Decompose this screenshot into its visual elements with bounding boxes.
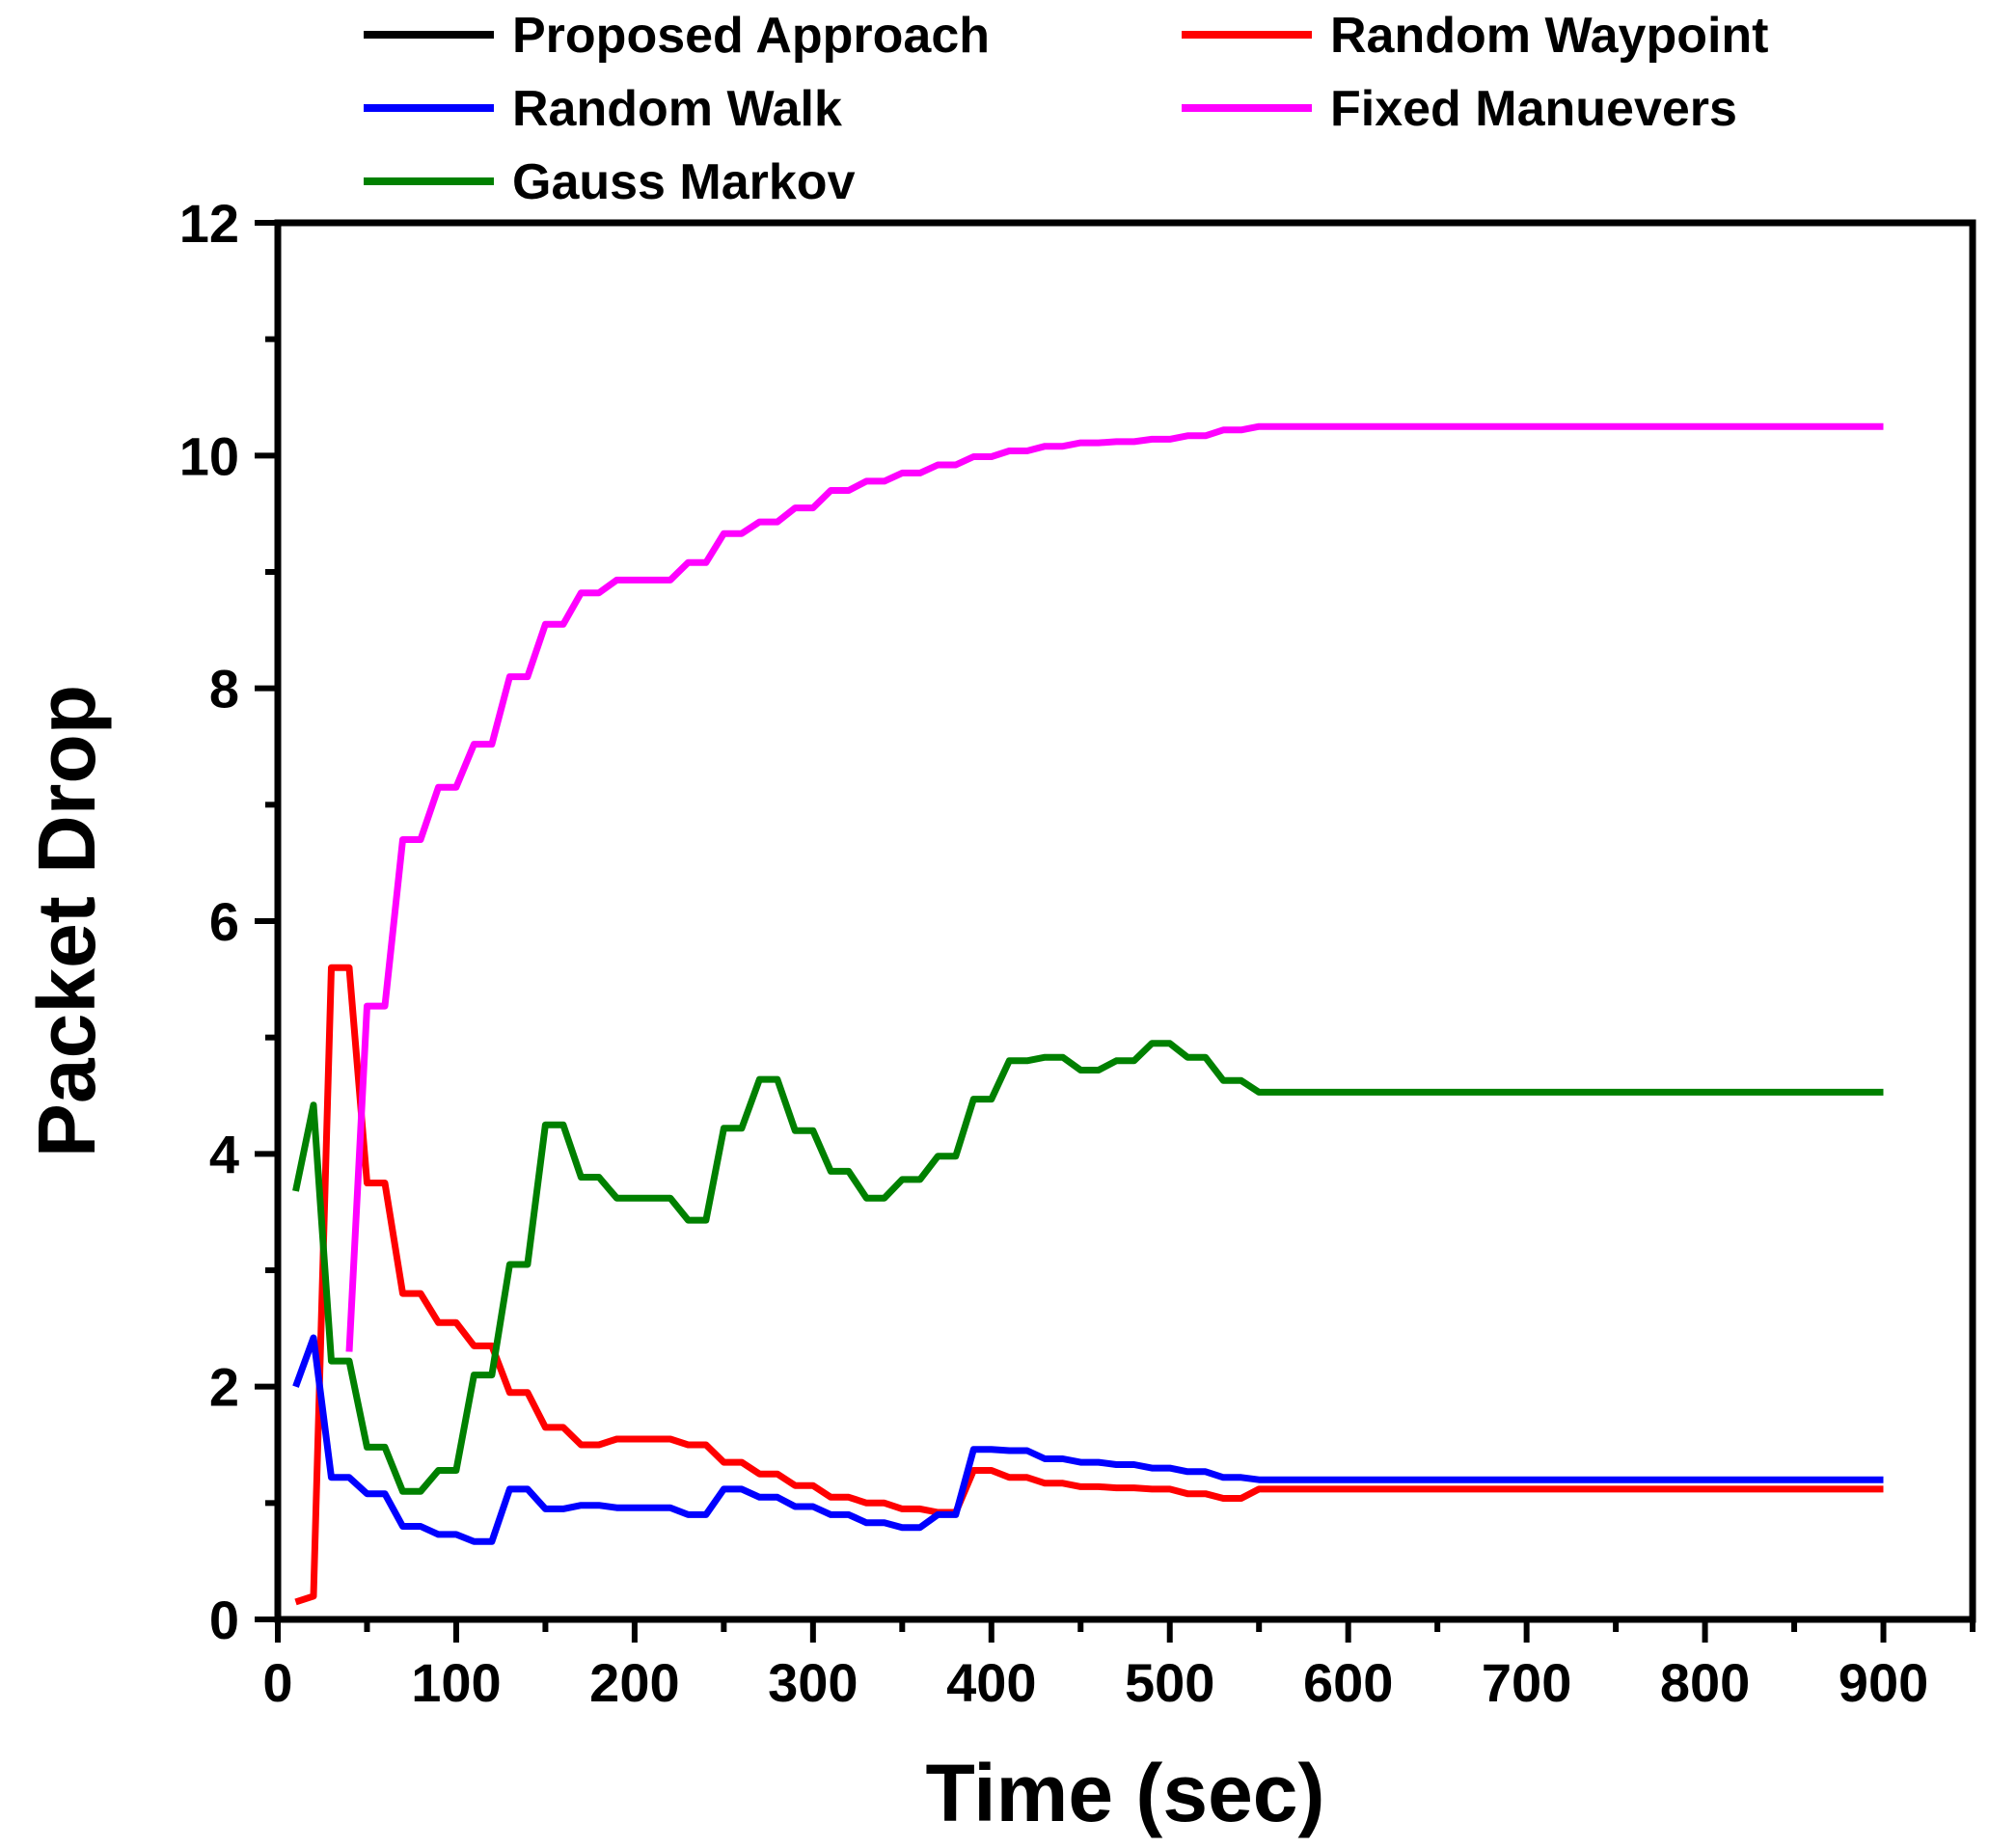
y-axis: 0 2 4 6 8 10 12 (179, 193, 278, 1650)
legend-item-proposed-approach: Proposed Approach (364, 8, 990, 64)
y-tick-label: 4 (209, 1124, 239, 1184)
legend-label: Gauss Markov (512, 154, 856, 210)
y-tick-label: 0 (209, 1590, 239, 1650)
x-tick-label: 600 (1303, 1652, 1393, 1713)
y-tick-label: 6 (209, 891, 239, 952)
x-tick-label: 900 (1839, 1652, 1928, 1713)
x-tick-label: 100 (411, 1652, 501, 1713)
x-tick-label: 0 (262, 1652, 292, 1713)
legend-item-random-walk: Random Walk (364, 81, 842, 137)
legend-item-fixed-manuevers: Fixed Manuevers (1182, 81, 1737, 137)
legend-item-random-waypoint: Random Waypoint (1182, 8, 1769, 64)
x-tick-label: 500 (1125, 1652, 1214, 1713)
x-tick-label: 800 (1660, 1652, 1750, 1713)
x-axis: 0 100 200 300 400 500 600 700 800 900 (262, 1619, 1975, 1713)
x-tick-label: 200 (589, 1652, 679, 1713)
y-axis-title: Packet Drop (21, 685, 112, 1157)
x-tick-label: 700 (1482, 1652, 1571, 1713)
plot-frame (274, 219, 1976, 1623)
legend-label: Fixed Manuevers (1330, 81, 1737, 137)
series-line-random-waypoint (294, 964, 1884, 1606)
y-tick-label: 8 (209, 659, 239, 720)
legend-label: Random Walk (512, 81, 842, 137)
legend-item-gauss-markov: Gauss Markov (364, 154, 856, 210)
series-lines (292, 422, 1884, 1623)
x-axis-title: Time (sec) (926, 1748, 1325, 1838)
plot-area: 0 100 200 300 400 500 600 700 800 900 0 2 4 6 8 10 12 (179, 193, 1976, 1713)
legend-label: Proposed Approach (512, 8, 990, 64)
chart-legend: Proposed Approach Random Waypoint Random W… (364, 8, 1769, 210)
series-line-gauss-markov (292, 1040, 1884, 1495)
y-tick-label: 12 (179, 193, 239, 254)
legend-label: Random Waypoint (1330, 8, 1769, 64)
y-tick-label: 10 (179, 425, 239, 486)
series-line-random-walk (292, 1334, 1884, 1545)
y-tick-label: 2 (209, 1357, 239, 1418)
series-line-fixed-manuevers (345, 422, 1884, 1352)
x-tick-label: 300 (768, 1652, 858, 1713)
x-tick-label: 400 (946, 1652, 1036, 1713)
